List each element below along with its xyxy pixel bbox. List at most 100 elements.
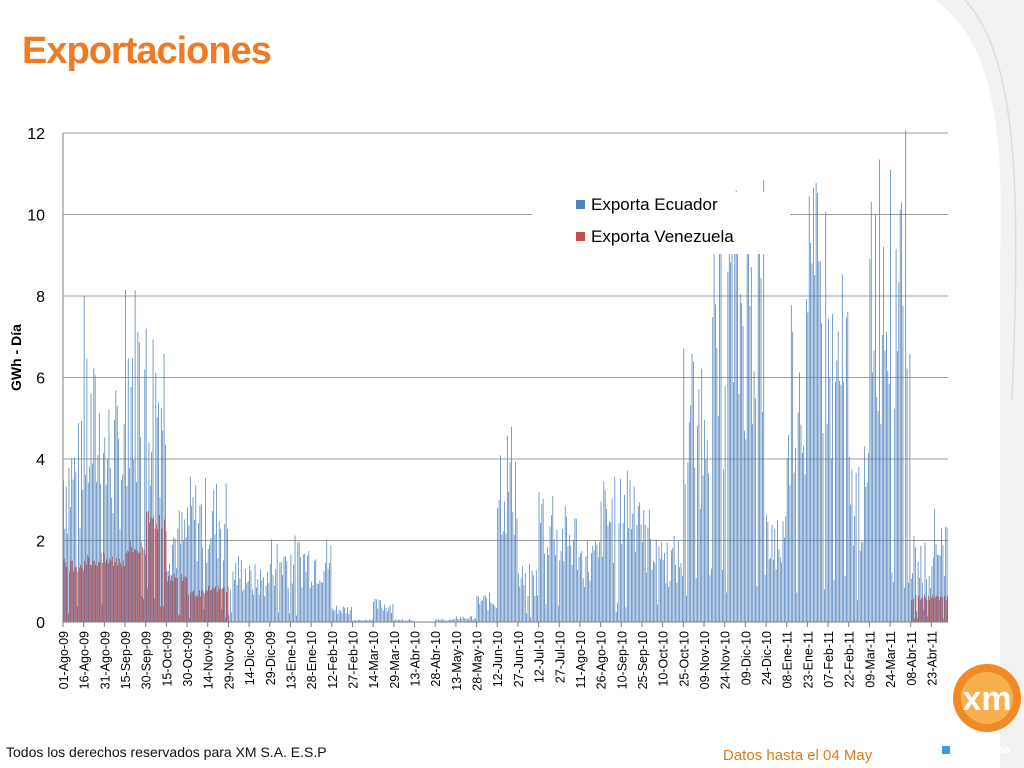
bar	[901, 202, 902, 623]
bar	[606, 508, 607, 622]
x-tick-label: 12-Jul-10	[533, 631, 547, 683]
bar	[897, 351, 898, 622]
bar	[162, 430, 164, 622]
bar	[929, 600, 931, 622]
bar	[385, 607, 387, 622]
bar	[395, 619, 397, 622]
bar	[546, 547, 548, 622]
bar	[573, 539, 574, 622]
bar	[115, 390, 117, 622]
bar	[934, 596, 936, 622]
bar	[615, 611, 617, 622]
y-axis-ticks: 0 2 4 6 8 10 12	[27, 126, 45, 632]
bar	[673, 535, 675, 622]
bar	[567, 546, 569, 622]
bar	[79, 528, 81, 622]
bar	[101, 604, 103, 622]
bar	[921, 582, 923, 622]
bar	[690, 405, 692, 622]
bar	[941, 528, 942, 622]
bar	[210, 537, 212, 622]
bar	[211, 511, 213, 622]
bar	[494, 606, 496, 622]
bar	[440, 619, 442, 622]
bar	[476, 595, 478, 622]
bar	[686, 595, 687, 622]
bar	[389, 605, 391, 622]
bar	[96, 566, 98, 622]
bar	[865, 486, 867, 622]
bar	[403, 620, 405, 622]
bar	[789, 485, 791, 622]
bar	[483, 595, 485, 622]
bar	[699, 509, 701, 622]
bar	[289, 613, 290, 622]
bar	[320, 582, 322, 622]
bar	[585, 556, 587, 622]
bar	[807, 312, 809, 622]
bar	[544, 553, 545, 622]
bar	[892, 582, 894, 622]
bar	[688, 422, 690, 622]
bar	[910, 578, 912, 622]
bar	[183, 540, 184, 622]
bar	[746, 203, 748, 622]
bar	[850, 504, 851, 622]
bar	[323, 571, 325, 622]
bar	[352, 620, 354, 622]
bar	[312, 585, 314, 622]
bar	[670, 550, 672, 622]
bar	[455, 616, 457, 622]
bar	[100, 553, 102, 622]
bar	[298, 541, 300, 622]
bar	[538, 491, 540, 622]
bar	[68, 467, 70, 622]
bar	[118, 558, 120, 622]
bar	[465, 618, 467, 622]
x-tick-label: 15-Sep-09	[119, 631, 133, 689]
bar	[139, 552, 141, 622]
bar	[195, 595, 197, 622]
bar	[923, 609, 925, 622]
bar	[680, 563, 682, 622]
bar	[218, 586, 219, 622]
bar	[822, 432, 824, 622]
bar	[189, 476, 191, 622]
bar	[391, 612, 392, 622]
bar	[287, 588, 289, 622]
bar	[830, 458, 832, 622]
bar	[734, 250, 736, 622]
bar	[563, 561, 565, 622]
brand-label: filial de isa	[942, 744, 1010, 756]
x-tick-label: 29-Dic-09	[264, 631, 278, 685]
bar	[677, 540, 679, 622]
bar	[602, 556, 603, 622]
bar	[111, 497, 113, 622]
bar	[232, 571, 234, 622]
bar	[555, 555, 556, 622]
bar	[112, 513, 114, 622]
bar	[107, 459, 108, 622]
bar	[96, 482, 97, 622]
bar	[198, 523, 199, 622]
bar	[916, 611, 918, 622]
bar	[491, 603, 493, 622]
bar	[446, 620, 448, 622]
bar	[460, 617, 461, 622]
bar	[768, 559, 770, 622]
bar	[887, 371, 889, 622]
bar	[409, 619, 410, 622]
bar	[147, 588, 148, 622]
bar	[636, 524, 638, 622]
bar	[706, 439, 708, 622]
bar	[122, 560, 124, 622]
bar	[811, 263, 813, 622]
bar	[67, 533, 68, 622]
bar	[458, 619, 460, 622]
bar	[102, 562, 103, 622]
bar	[894, 408, 896, 622]
bar	[815, 183, 817, 622]
bar	[93, 368, 95, 622]
bar	[300, 557, 301, 622]
